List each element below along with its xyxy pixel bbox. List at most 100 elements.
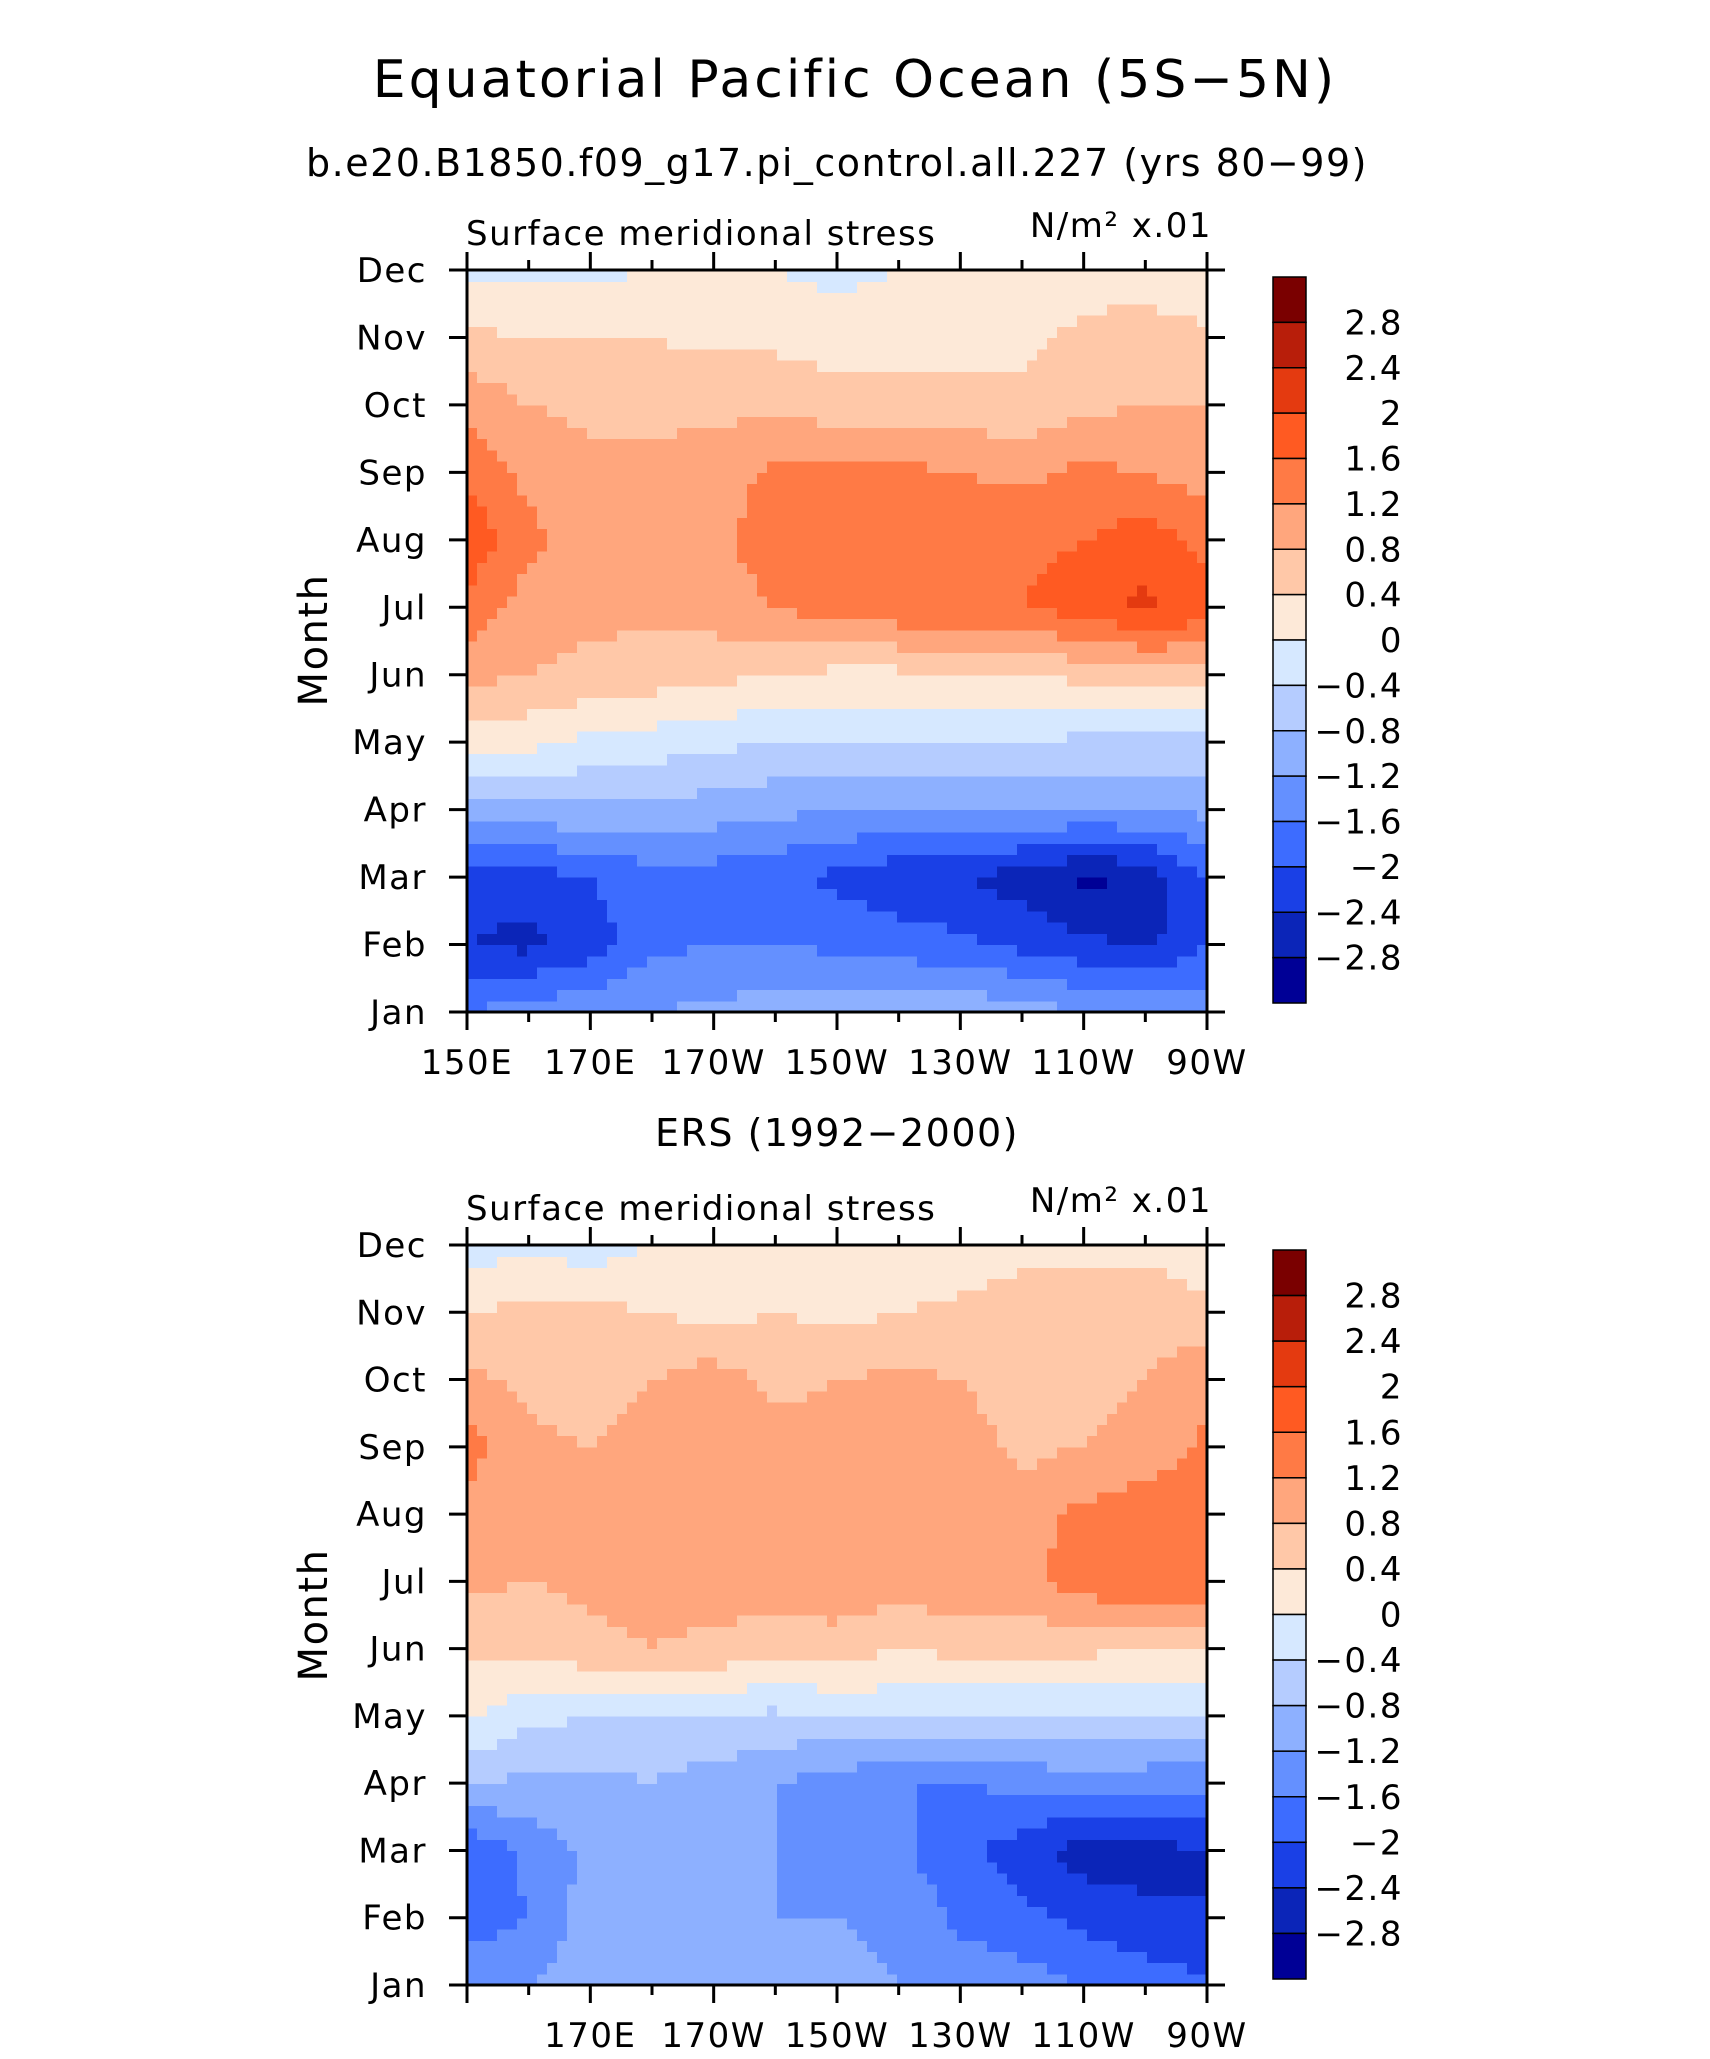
heat-cell [1097,641,1108,653]
heat-cell [1097,775,1108,788]
heat-cell [787,685,798,698]
heat-cell [497,461,508,473]
heat-cell [847,438,858,451]
heat-cell [767,944,778,957]
heat-cell [767,742,778,755]
heat-cell [667,764,678,777]
heat-cell [657,359,668,372]
panel-2-right-label: N/m² x.01 [1030,1181,1212,1221]
heat-cell [917,292,928,305]
heat-cell [1127,438,1138,451]
heat-cell [1157,359,1168,372]
heat-cell [1087,506,1098,518]
heat-cell [577,764,588,777]
heat-cell [987,539,998,552]
heat-cell [1077,854,1088,867]
heat-cell [507,843,518,856]
heat-cell [587,730,598,743]
heat-cell [757,899,768,912]
heat-cell [967,416,978,428]
heat-cell [1047,382,1058,395]
y-tick-label: Apr [364,791,427,831]
heat-cell [1007,1000,1018,1013]
heat-cell [1107,888,1118,901]
heat-cell [1017,314,1028,327]
heat-cell [527,461,538,473]
heat-cell [497,832,508,844]
heat-cell [487,596,498,608]
heat-cell [527,730,538,743]
heat-cell [827,382,838,395]
heat-cell [1027,641,1038,653]
heat-cell [777,922,788,934]
heat-cell [627,967,638,979]
heat-cell [857,584,868,597]
heat-cell [527,348,538,361]
heat-cell [507,854,518,867]
heat-cell [1157,753,1168,766]
heat-cell [1037,337,1048,350]
heat-cell [1127,359,1138,372]
heat-cell [777,753,788,766]
heat-cell [687,281,698,294]
heat-cell [867,371,878,384]
heat-cell [1127,719,1138,732]
heat-cell [957,618,968,631]
heat-cell [967,472,978,485]
heat-cell [977,416,988,428]
heat-cell [697,359,708,372]
heat-cell [1137,337,1148,350]
heat-cell [1127,1000,1138,1013]
heat-cell [537,348,548,361]
heat-cell [727,449,738,462]
heat-cell [947,1000,958,1013]
heat-cell [707,1000,718,1013]
heat-cell [477,629,488,642]
heat-cell [607,955,618,968]
heat-cell [727,303,738,316]
heat-cell [527,281,538,294]
heat-cell [597,843,608,856]
heat-cell [627,427,638,440]
heat-cell [897,787,908,799]
heat-cell [637,337,648,350]
heat-cell [677,787,688,799]
heat-cell [827,641,838,653]
heat-cell [1147,292,1158,305]
heat-cell [627,697,638,710]
x-tick-label: 110W [1031,1043,1136,1083]
heat-cell [1117,685,1128,698]
heat-cell [627,641,638,653]
heat-cell [947,292,958,305]
heat-cell [477,281,488,294]
heat-cell [1087,888,1098,901]
heat-cell [647,944,658,957]
heat-cell [807,742,818,755]
heat-cell [467,618,478,631]
heat-cell [607,697,618,710]
heat-cell [727,348,738,361]
heat-cell [1007,528,1018,541]
heat-cell [897,618,908,631]
heat-cell [707,922,718,934]
heat-cell [597,427,608,440]
heat-cell [497,303,508,316]
heat-cell [957,303,968,316]
heat-cell [807,944,818,957]
heat-cell [1067,449,1078,462]
heat-cell [657,573,668,586]
heat-cell [947,494,958,507]
heat-cell [1087,281,1098,294]
heat-cell [557,517,568,530]
heat-cell [757,730,768,743]
heat-cell [527,472,538,485]
heat-cell [637,562,648,575]
heat-cell [747,978,758,991]
heat-cell [897,809,908,822]
heat-cell [757,292,768,305]
heat-cell [1127,854,1138,867]
heat-cell [957,539,968,552]
heat-cell [667,551,678,563]
heat-cell [857,775,868,788]
heat-cell [647,641,658,653]
